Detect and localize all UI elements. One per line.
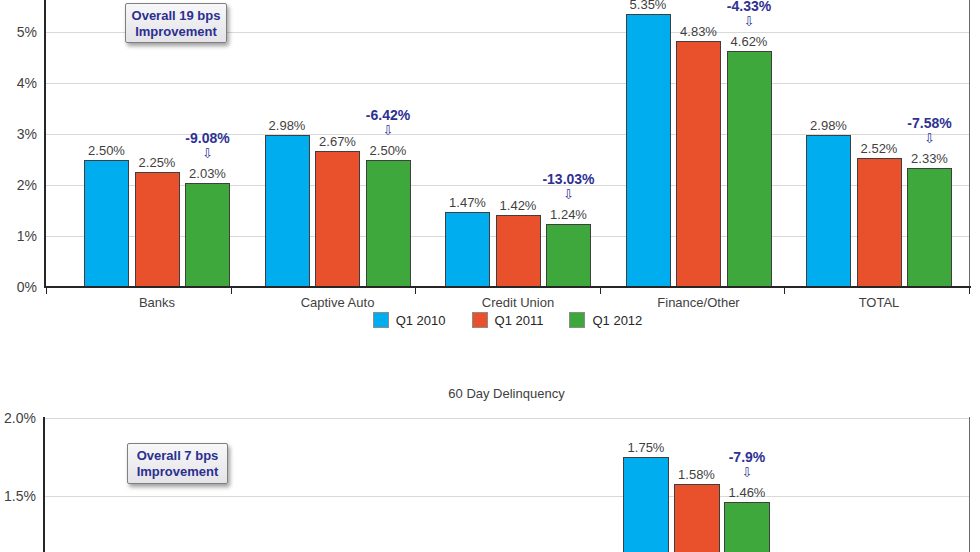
down-arrow-icon: ⇩ bbox=[697, 466, 797, 479]
x-axis-tick bbox=[784, 288, 785, 294]
down-arrow-icon: ⇩ bbox=[699, 15, 799, 28]
bar bbox=[315, 151, 360, 287]
y-axis-tick-label: 1.5% bbox=[0, 488, 36, 504]
y-axis-tick-label: 5% bbox=[0, 24, 37, 40]
chart-title-60-day: 60 Day Delinquency bbox=[45, 386, 968, 401]
gridline bbox=[45, 418, 969, 419]
bar-value-label: 5.35% bbox=[614, 0, 682, 12]
note-line-2: Improvement bbox=[126, 24, 226, 40]
x-axis-tick bbox=[600, 288, 601, 294]
x-axis-category-label: TOTAL bbox=[799, 295, 959, 310]
improvement-annotation: -9.08%⇩ bbox=[158, 130, 258, 160]
bar-value-label: 1.24% bbox=[535, 207, 603, 222]
annotation-percent: -9.08% bbox=[158, 130, 258, 147]
legend-label: Q1 2011 bbox=[495, 313, 544, 328]
legend-item-q1-2011: Q1 2011 bbox=[472, 312, 544, 328]
y-axis-tick-label: 3% bbox=[0, 126, 37, 142]
improvement-annotation: -4.33%⇩ bbox=[699, 0, 799, 28]
gridline bbox=[46, 83, 969, 84]
improvement-note-bottom: Overall 7 bps Improvement bbox=[127, 443, 228, 484]
improvement-annotation: -7.9%⇩ bbox=[697, 449, 797, 479]
x-axis-tick bbox=[415, 288, 416, 294]
bar bbox=[676, 41, 721, 287]
note-line-1: Overall 19 bps bbox=[126, 8, 226, 24]
annotation-percent: -4.33% bbox=[699, 0, 799, 15]
chart-legend: Q1 2010 Q1 2011 Q1 2012 bbox=[46, 312, 969, 328]
bar bbox=[265, 135, 310, 287]
bar bbox=[546, 224, 591, 287]
improvement-annotation: -13.03%⇩ bbox=[519, 171, 619, 201]
x-axis-tick bbox=[46, 288, 47, 294]
note-line-1: Overall 7 bps bbox=[128, 448, 227, 464]
bar bbox=[496, 215, 541, 287]
x-axis-tick bbox=[969, 288, 970, 294]
legend-swatch-q1-2012-icon bbox=[569, 312, 585, 328]
bar-value-label: 2.98% bbox=[795, 118, 863, 133]
y-axis-line bbox=[43, 417, 45, 552]
x-axis-category-label: Banks bbox=[77, 295, 237, 310]
bar-value-label: 4.62% bbox=[715, 34, 783, 49]
bar bbox=[135, 172, 180, 287]
bar bbox=[907, 168, 952, 287]
annotation-percent: -7.9% bbox=[697, 449, 797, 466]
bar bbox=[857, 158, 902, 287]
y-axis-tick-label: 4% bbox=[0, 75, 37, 91]
y-axis-tick-label: 2.0% bbox=[0, 410, 36, 426]
legend-swatch-q1-2010-icon bbox=[373, 312, 389, 328]
y-axis-tick-label: 2% bbox=[0, 177, 37, 193]
y-axis-tick-label: 0% bbox=[0, 279, 37, 295]
x-axis-category-label: Finance/Other bbox=[619, 295, 779, 310]
bar-value-label: 1.75% bbox=[612, 440, 680, 455]
x-axis-line bbox=[44, 286, 971, 288]
bar-value-label: 2.98% bbox=[253, 118, 321, 133]
down-arrow-icon: ⇩ bbox=[338, 124, 438, 137]
bar bbox=[806, 135, 851, 287]
gridline bbox=[45, 496, 969, 497]
down-arrow-icon: ⇩ bbox=[880, 132, 980, 145]
legend-item-q1-2012: Q1 2012 bbox=[569, 312, 642, 328]
annotation-percent: -13.03% bbox=[519, 171, 619, 188]
legend-label: Q1 2012 bbox=[592, 313, 642, 328]
improvement-annotation: -6.42%⇩ bbox=[338, 107, 438, 137]
bar bbox=[366, 160, 411, 288]
annotation-percent: -7.58% bbox=[880, 115, 980, 132]
bar-value-label: 1.46% bbox=[713, 485, 781, 500]
bar bbox=[724, 502, 770, 552]
bar bbox=[727, 51, 772, 287]
down-arrow-icon: ⇩ bbox=[519, 188, 619, 201]
x-axis-tick bbox=[231, 288, 232, 294]
legend-label: Q1 2010 bbox=[396, 313, 446, 328]
legend-swatch-q1-2011-icon bbox=[472, 312, 488, 328]
bar bbox=[626, 14, 671, 287]
x-axis-category-label: Credit Union bbox=[438, 295, 598, 310]
plot-right-border bbox=[969, 417, 970, 552]
improvement-annotation: -7.58%⇩ bbox=[880, 115, 980, 145]
x-axis-category-label: Captive Auto bbox=[258, 295, 418, 310]
annotation-percent: -6.42% bbox=[338, 107, 438, 124]
bar-value-label: 2.03% bbox=[174, 166, 242, 181]
y-axis-tick-label: 1% bbox=[0, 228, 37, 244]
bar bbox=[84, 160, 129, 288]
bar-value-label: 2.50% bbox=[354, 143, 422, 158]
delinquency-report-page: 0%1%2%3%4%5%2.50%2.25%2.03%Banks-9.08%⇩2… bbox=[0, 0, 980, 552]
bar bbox=[185, 183, 230, 287]
bar bbox=[445, 212, 490, 287]
improvement-note-top: Overall 19 bps Improvement bbox=[125, 3, 227, 43]
bar-value-label: 2.33% bbox=[896, 151, 964, 166]
y-axis-line bbox=[44, 0, 46, 287]
legend-item-q1-2010: Q1 2010 bbox=[373, 312, 446, 328]
down-arrow-icon: ⇩ bbox=[158, 147, 258, 160]
note-line-2: Improvement bbox=[128, 464, 227, 480]
